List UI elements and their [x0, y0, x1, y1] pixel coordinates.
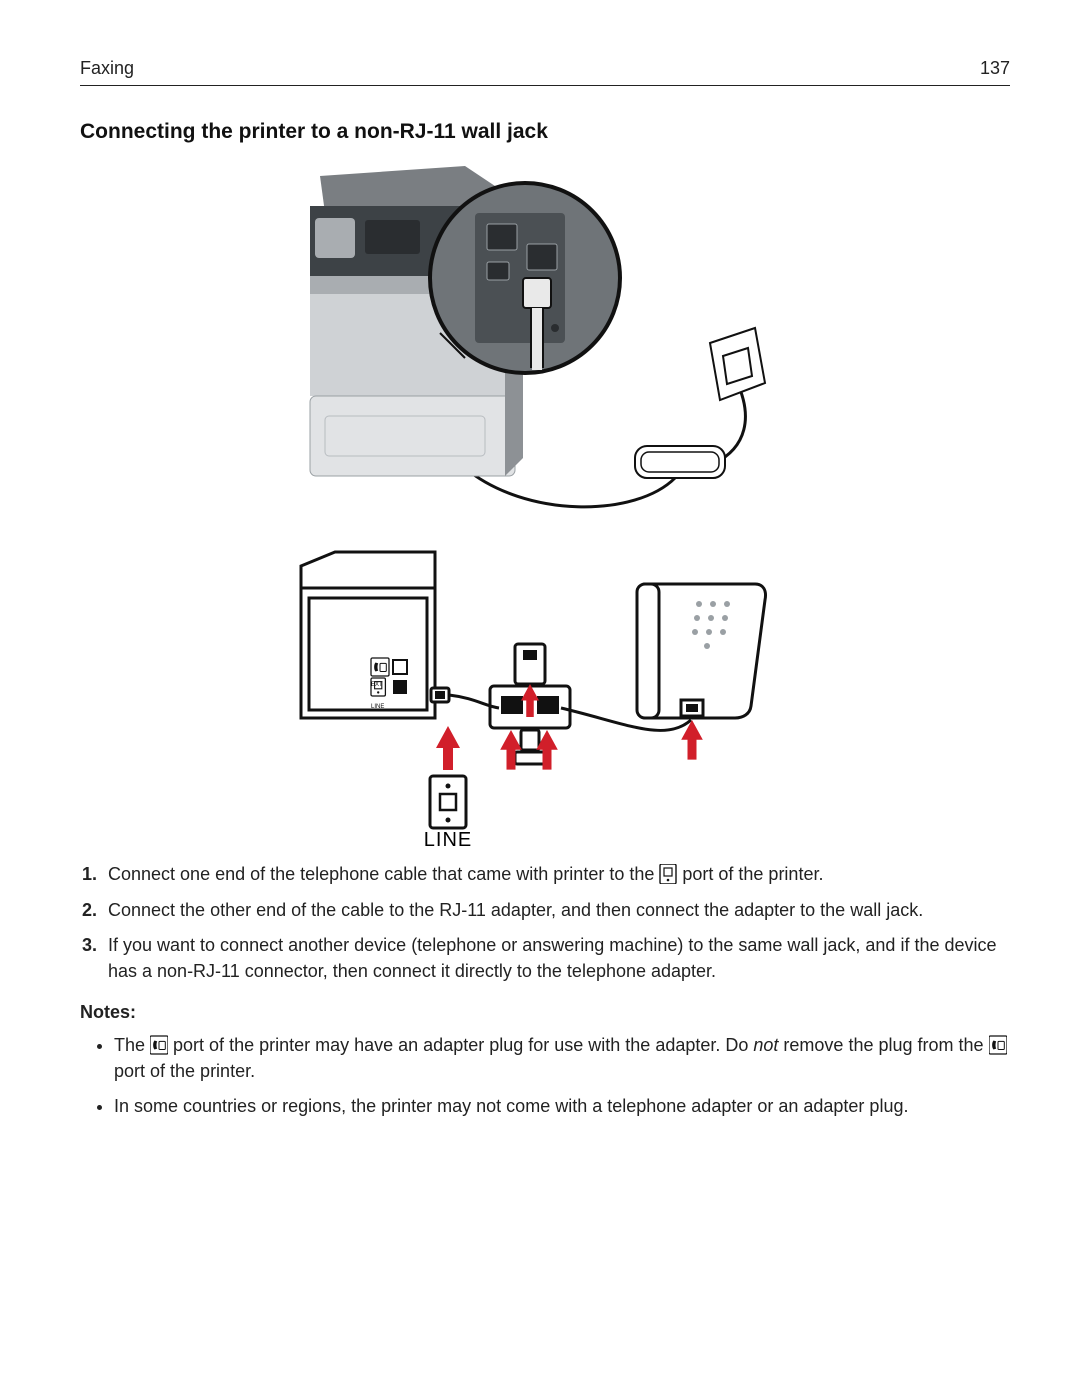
header-section: Faxing	[80, 58, 134, 79]
note-text: port of the printer may have an adapter …	[168, 1035, 753, 1055]
step-text: Connect one end of the telephone cable t…	[108, 864, 659, 884]
header-rule	[80, 85, 1010, 86]
svg-text:EXT: EXT	[371, 682, 383, 688]
note-item: The port of the printer may have an adap…	[114, 1033, 1010, 1084]
printer-rear-icon: EXT LINE	[301, 552, 435, 718]
running-header: Faxing 137	[80, 58, 1010, 79]
wall-plate-icon	[430, 776, 466, 828]
svg-text:LINE: LINE	[371, 704, 384, 710]
wall-jack-icon	[710, 328, 765, 400]
section-title: Connecting the printer to a non‑RJ‑11 wa…	[80, 120, 1010, 144]
notes-heading: Notes:	[80, 1002, 1010, 1023]
note-text: In some countries or regions, the printe…	[114, 1096, 908, 1116]
step-item: If you want to connect another device (t…	[102, 933, 1010, 984]
ext-port-icon	[989, 1035, 1007, 1055]
step-item: Connect the other end of the cable to th…	[102, 898, 1010, 924]
note-item: In some countries or regions, the printe…	[114, 1094, 1010, 1120]
note-text: port of the printer.	[114, 1061, 255, 1081]
step-text: Connect the other end of the cable to th…	[108, 900, 923, 920]
arrow-icon	[436, 726, 460, 770]
notes-list: The port of the printer may have an adap…	[80, 1033, 1010, 1120]
figure-area: EXT LINE	[80, 158, 1010, 848]
step-text: If you want to connect another device (t…	[108, 935, 997, 981]
port-inset-icon	[430, 183, 620, 373]
illustration-printer-to-wall	[265, 158, 825, 538]
adapter-icon	[635, 446, 725, 478]
line-port-icon	[659, 864, 677, 884]
telephone-icon	[637, 584, 766, 718]
step-item: Connect one end of the telephone cable t…	[102, 862, 1010, 888]
illustration-connection-diagram: EXT LINE	[285, 548, 805, 848]
note-emphasis: not	[753, 1035, 778, 1055]
note-text: remove the plug from the	[778, 1035, 988, 1055]
step-text: port of the printer.	[677, 864, 823, 884]
steps-list: Connect one end of the telephone cable t…	[80, 862, 1010, 984]
ext-port-icon	[150, 1035, 168, 1055]
document-page: Faxing 137 Connecting the printer to a n…	[0, 0, 1080, 1397]
note-text: The	[114, 1035, 150, 1055]
line-label: LINE	[424, 829, 472, 848]
header-page-number: 137	[980, 58, 1010, 79]
